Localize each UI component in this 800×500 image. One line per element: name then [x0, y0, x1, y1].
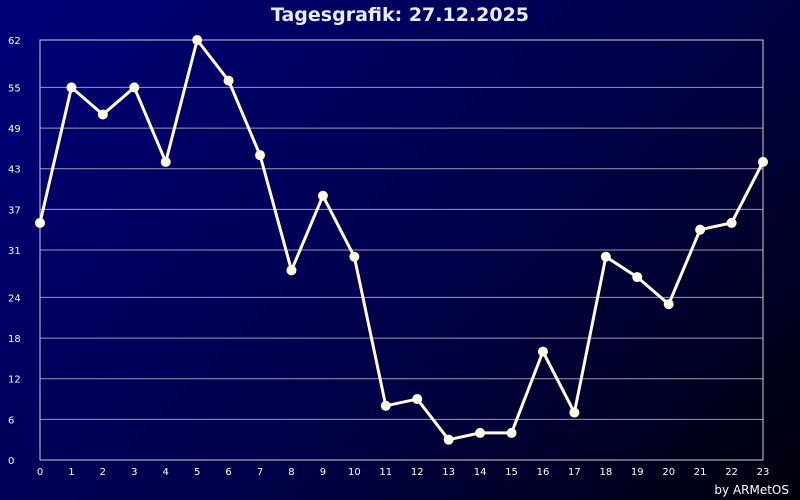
x-tick-label: 20 [662, 467, 675, 478]
data-point [443, 434, 454, 445]
y-tick-label: 0 [8, 456, 14, 467]
data-point [632, 272, 643, 283]
x-tick-label: 11 [379, 467, 392, 478]
x-tick-label: 2 [100, 467, 106, 478]
x-tick-label: 22 [725, 467, 738, 478]
plot-frame [39, 39, 764, 461]
x-tick-label: 7 [257, 467, 263, 478]
chart-title: Tagesgrafik: 27.12.2025 [270, 4, 530, 26]
x-tick-label: 19 [631, 467, 644, 478]
x-tick-label: 4 [163, 467, 169, 478]
data-point [286, 265, 297, 276]
x-tick-label: 0 [37, 467, 43, 478]
y-tick-label: 24 [8, 293, 21, 304]
data-point [475, 427, 486, 438]
data-point [506, 427, 517, 438]
data-point [569, 407, 580, 418]
x-tick-label: 13 [442, 467, 455, 478]
y-axis-ticks: 0 6 12 18 24 31 37 43 49 55 62 [8, 36, 21, 467]
y-tick-label: 31 [8, 246, 21, 257]
data-point [412, 394, 423, 405]
y-tick-label: 18 [8, 334, 21, 345]
x-tick-label: 6 [225, 467, 231, 478]
data-point [695, 224, 706, 235]
x-tick-label: 18 [599, 467, 612, 478]
x-tick-label: 17 [568, 467, 581, 478]
data-point [97, 109, 108, 120]
data-point [35, 217, 45, 228]
x-tick-label: 9 [320, 467, 326, 478]
x-tick-label: 8 [288, 467, 294, 478]
data-point [160, 156, 171, 167]
x-tick-label: 3 [131, 467, 137, 478]
series-line [38, 38, 765, 442]
y-tick-label: 62 [8, 36, 21, 47]
x-axis-ticks: 0 1 2 3 4 5 6 7 8 9 10 11 12 13 14 15 16 17 18 19 20 21 22 23 [37, 467, 770, 478]
y-tick-label: 37 [8, 205, 21, 216]
y-tick-label: 55 [8, 83, 21, 94]
data-point [223, 75, 234, 86]
x-tick-label: 23 [757, 467, 770, 478]
y-tick-label: 12 [8, 375, 21, 386]
y-tick-label: 6 [8, 415, 14, 426]
y-tick-label: 43 [8, 165, 21, 176]
data-point [317, 190, 328, 201]
data-point [663, 299, 674, 310]
data-point [349, 251, 360, 262]
x-tick-label: 21 [694, 467, 707, 478]
data-point [129, 82, 140, 93]
data-point [758, 156, 768, 167]
x-tick-label: 10 [348, 467, 361, 478]
data-point [726, 217, 737, 228]
x-tick-label: 14 [474, 467, 487, 478]
data-points [35, 35, 768, 445]
data-point [255, 150, 266, 161]
gridlines [40, 86, 763, 420]
credit-label: by ARMetOS [714, 483, 789, 497]
data-point [66, 82, 77, 93]
data-point [537, 346, 548, 357]
x-tick-label: 1 [68, 467, 74, 478]
x-tick-label: 12 [411, 467, 424, 478]
data-point [380, 400, 391, 411]
x-tick-label: 15 [505, 467, 518, 478]
y-tick-label: 49 [8, 124, 21, 135]
data-point [600, 251, 611, 262]
x-tick-label: 16 [537, 467, 550, 478]
x-tick-label: 5 [194, 467, 200, 478]
data-point [192, 35, 203, 45]
